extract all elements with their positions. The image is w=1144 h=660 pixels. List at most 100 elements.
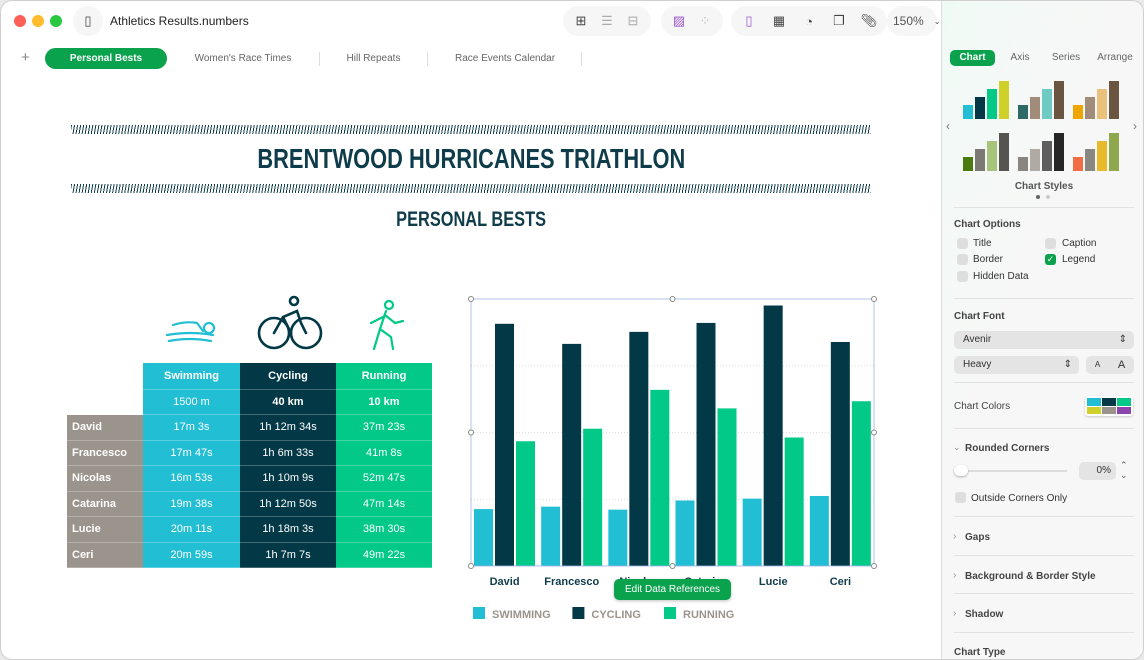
bar-swimming[interactable] (742, 498, 762, 566)
athlete-name[interactable]: David (67, 414, 143, 441)
chart-style-thumbnail[interactable] (1018, 131, 1066, 171)
tab-hill-repeats[interactable]: Hill Repeats (346, 53, 401, 64)
chart-style-thumbnail[interactable] (1073, 79, 1121, 119)
time-cell[interactable]: 1h 6m 33s (240, 440, 336, 466)
athlete-name[interactable]: Francesco (67, 440, 143, 466)
bar-running[interactable] (717, 408, 737, 566)
table-cells-icon[interactable]: ⊟ (627, 13, 639, 28)
bar-swimming[interactable] (608, 509, 628, 566)
athlete-name[interactable]: Nicolas (67, 465, 143, 492)
time-cell[interactable]: 19m 38s (143, 491, 240, 517)
bar-swimming[interactable] (474, 509, 493, 566)
stepper-icon[interactable]: ⌃ ⌄ (1120, 460, 1128, 480)
tab-chart[interactable]: Chart (950, 50, 995, 66)
chevron-down-icon[interactable]: ⌄ (953, 442, 961, 452)
time-cell[interactable]: 16m 53s (143, 465, 240, 492)
chevron-right-icon[interactable]: › (1133, 119, 1137, 133)
decrease-font-size-button[interactable]: A (1094, 360, 1101, 369)
time-cell[interactable]: 17m 3s (143, 414, 240, 441)
caption-checkbox[interactable] (1045, 238, 1056, 249)
time-cell[interactable]: 1h 12m 34s (240, 414, 336, 441)
time-cell[interactable]: 1h 7m 7s (240, 542, 336, 568)
text-box-icon[interactable]: ▯ (745, 13, 753, 28)
tab-arrange[interactable]: Arrange (1097, 52, 1133, 63)
chart-colors-button[interactable] (1085, 396, 1133, 416)
image-icon[interactable]: ▨ (672, 13, 686, 28)
chevron-right-icon[interactable]: › (953, 570, 957, 581)
legend-checkbox[interactable]: ✓ (1045, 254, 1056, 265)
add-sheet-button[interactable]: + (21, 49, 30, 66)
slider-thumb[interactable] (954, 465, 968, 476)
chart-style-thumbnail[interactable] (1073, 131, 1121, 171)
chevron-right-icon[interactable]: › (953, 531, 957, 542)
page-dot[interactable] (1036, 195, 1040, 199)
gaps-section[interactable]: Gaps (965, 532, 991, 543)
page-dot[interactable] (1046, 195, 1050, 199)
tab-race-events-calendar[interactable]: Race Events Calendar (454, 53, 556, 64)
chart-style-thumbnail[interactable] (1018, 79, 1066, 119)
bar-running[interactable] (650, 389, 670, 566)
resize-handle[interactable] (871, 563, 877, 569)
bar-running[interactable] (851, 401, 871, 566)
time-cell[interactable]: 38m 30s (336, 516, 432, 543)
insert-icon[interactable]: ⊞ (575, 13, 587, 28)
edit-data-references-button[interactable]: Edit Data References (614, 579, 731, 600)
shape-icon[interactable]: ❐ (833, 13, 845, 28)
bar-cycling[interactable] (696, 322, 716, 566)
grid-icon[interactable]: ⁘ (699, 13, 711, 28)
sidebar-toggle-button[interactable]: ▯ (73, 6, 103, 36)
time-cell[interactable]: 37m 23s (336, 414, 432, 441)
bar-swimming[interactable] (541, 506, 561, 566)
resize-handle[interactable] (871, 429, 877, 436)
chart-style-thumbnail[interactable] (963, 131, 1011, 171)
bar-cycling[interactable] (763, 305, 783, 566)
athlete-name[interactable]: Lucie (67, 516, 143, 543)
zoom-select[interactable]: 150% ⌄ (887, 6, 940, 36)
resize-handle[interactable] (468, 563, 474, 569)
chart-style-thumbnail[interactable] (963, 79, 1011, 119)
time-cell[interactable]: 52m 47s (336, 465, 432, 492)
bar-cycling[interactable] (830, 341, 850, 566)
outside-corners-checkbox[interactable] (955, 492, 966, 503)
chevron-left-icon[interactable]: ‹ (946, 119, 950, 133)
bar-swimming[interactable] (675, 500, 695, 566)
resize-handle[interactable] (669, 296, 676, 302)
bar-cycling[interactable] (495, 323, 514, 566)
bar-running[interactable] (583, 428, 603, 566)
increase-font-size-button[interactable]: A (1117, 359, 1126, 371)
tab-axis[interactable]: Axis (1010, 52, 1030, 63)
chart-icon[interactable]: ◔ (805, 13, 813, 29)
time-cell[interactable]: 20m 11s (143, 516, 240, 543)
resize-handle[interactable] (468, 429, 474, 436)
font-family-select[interactable]: Avenir ⇕ (954, 331, 1134, 349)
list-icon[interactable]: ☰ (601, 13, 613, 28)
resize-handle[interactable] (669, 563, 676, 569)
font-weight-select[interactable]: Heavy ⇕ (954, 356, 1079, 374)
time-cell[interactable]: 20m 59s (143, 542, 240, 568)
chevron-right-icon[interactable]: › (953, 608, 957, 619)
time-cell[interactable]: 49m 22s (336, 542, 432, 568)
bar-cycling[interactable] (562, 343, 582, 566)
bar-swimming[interactable] (809, 495, 829, 566)
time-cell[interactable]: 41m 8s (336, 440, 432, 466)
resize-handle[interactable] (871, 296, 877, 302)
bar-running[interactable] (516, 441, 535, 566)
hidden-data-checkbox[interactable] (957, 271, 968, 282)
border-checkbox[interactable] (957, 254, 968, 265)
bar-running[interactable] (784, 437, 804, 566)
bar-cycling[interactable] (629, 331, 649, 566)
table-icon[interactable]: ▦ (772, 13, 786, 28)
shadow-section[interactable]: Shadow (965, 609, 1004, 620)
tab-series[interactable]: Series (1051, 52, 1081, 63)
time-cell[interactable]: 47m 14s (336, 491, 432, 517)
minimize-button[interactable] (32, 15, 44, 27)
time-cell[interactable]: 1h 18m 3s (240, 516, 336, 543)
tab-womens-race-times[interactable]: Women's Race Times (194, 53, 292, 64)
tab-personal-bests[interactable]: Personal Bests (45, 48, 167, 69)
athlete-name[interactable]: Catarina (67, 491, 143, 517)
rounded-corners-slider[interactable] (956, 470, 1067, 472)
background-border-section[interactable]: Background & Border Style (965, 571, 1096, 582)
time-cell[interactable]: 1h 12m 50s (240, 491, 336, 517)
title-checkbox[interactable] (957, 238, 968, 249)
zoom-button[interactable] (50, 15, 62, 27)
